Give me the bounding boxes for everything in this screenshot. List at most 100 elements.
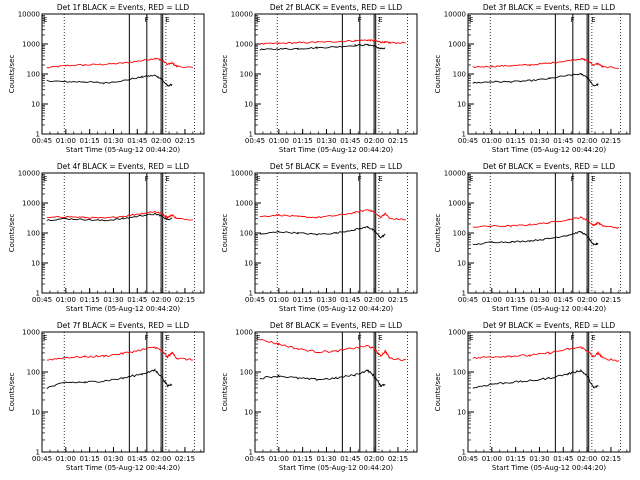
panel-4-x-tick-label: 01:00 [56, 296, 76, 304]
panel-4-title: Det 4f BLACK = Events, RED = LLD [57, 162, 190, 171]
panel-7-y-tick-label: 10 [31, 409, 40, 417]
panel-1-y-tick-label: 100 [27, 71, 40, 79]
panel-3-y-axis-label: Counts/sec [434, 55, 442, 94]
panel-2-flag-label: F [358, 16, 362, 24]
panel-7-flag-label: F [145, 334, 149, 342]
panel-8-plot-frame [254, 331, 418, 453]
panel-5-y-tick-label: 1000 [235, 200, 253, 208]
panel-5-x-tick-label: 02:00 [364, 296, 384, 304]
panel-2-y-tick-label: 10000 [231, 11, 253, 19]
panel-4-x-tick-label: 02:00 [151, 296, 171, 304]
panel-8-y-tick-label: 1 [249, 449, 253, 457]
panel-2-x-axis-label: Start Time (05-Aug-12 00:44:20) [279, 146, 393, 154]
panel-3-series-lld [472, 57, 619, 69]
panel-8-y-axis-label: Counts/sec [221, 373, 229, 412]
panel-5-x-tick-label: 02:15 [388, 296, 408, 304]
panel-8-y-tick-label: 100 [240, 369, 253, 377]
panel-4-flag-label: E [165, 175, 169, 183]
panel-4-series-events [46, 212, 173, 222]
panel-5-series-events [259, 226, 386, 239]
panel-5-x-tick-label: 00:45 [245, 296, 265, 304]
panel-1-y-axis-label: Counts/sec [8, 55, 16, 94]
panel-6-series-lld [472, 215, 620, 229]
panel-6-flag-label: E [591, 175, 595, 183]
panel-6-x-tick-label: 01:15 [506, 296, 526, 304]
panel-9-x-tick-label: 02:15 [601, 455, 621, 463]
panel-1-x-tick-label: 01:15 [80, 137, 100, 145]
panel-8-x-axis-label: Start Time (05-Aug-12 00:44:20) [279, 464, 393, 472]
panel-3-x-tick-label: 02:00 [577, 137, 597, 145]
panel-9-flag-label: F [571, 334, 575, 342]
panel-5-x-tick-label: 01:00 [269, 296, 289, 304]
panel-6-y-tick-label: 1 [462, 290, 466, 298]
panel-3-plot-frame [467, 13, 631, 135]
panel-3-y-tick-label: 1 [462, 131, 466, 139]
panel-9-series-lld [472, 346, 620, 363]
panel-1-x-tick-label: 01:30 [103, 137, 123, 145]
panel-9-y-tick-label: 10 [457, 409, 466, 417]
panel-7-y-tick-label: 1000 [22, 329, 40, 337]
panel-6-x-tick-label: 01:00 [482, 296, 502, 304]
panel-9-x-tick-label: 01:30 [529, 455, 549, 463]
panel-4-y-tick-label: 10 [31, 260, 40, 268]
panel-7-y-tick-label: 100 [27, 369, 40, 377]
panel-2-x-tick-label: 02:15 [388, 137, 408, 145]
panel-3-flag-label: E [469, 16, 473, 24]
panel-1-flag-label: F [145, 16, 149, 24]
panel-8-x-tick-label: 02:15 [388, 455, 408, 463]
panel-2-series-lld [259, 38, 406, 45]
panel-6-flag-label: F [571, 175, 575, 183]
panel-6-x-tick-label: 02:15 [601, 296, 621, 304]
panel-1-x-tick-label: 02:00 [151, 137, 171, 145]
panel-7-x-tick-label: 00:45 [32, 455, 52, 463]
panel-1-flag-label: E [43, 16, 47, 24]
panel-9-title: Det 9f BLACK = Events, RED = LLD [483, 321, 616, 330]
panel-1-y-tick-label: 10000 [18, 11, 40, 19]
panel-5-y-tick-label: 10000 [231, 170, 253, 178]
panel-1-x-tick-label: 02:15 [175, 137, 195, 145]
panel-6-y-tick-label: 10 [457, 260, 466, 268]
panel-6-series-events [472, 230, 599, 246]
panel-9-x-tick-label: 01:15 [506, 455, 526, 463]
panel-8-series-events [259, 369, 386, 388]
panel-2-y-tick-label: 1000 [235, 41, 253, 49]
panel-4-y-tick-label: 100 [27, 230, 40, 238]
panel-6-x-tick-label: 01:45 [553, 296, 573, 304]
panel-3-x-tick-label: 01:00 [482, 137, 502, 145]
panel-9-x-axis-label: Start Time (05-Aug-12 00:44:20) [492, 464, 606, 472]
panel-3-x-axis-label: Start Time (05-Aug-12 00:44:20) [492, 146, 606, 154]
panel-6-y-axis-label: Counts/sec [434, 214, 442, 253]
panel-3-x-tick-label: 00:45 [458, 137, 478, 145]
panel-5-flag-label: E [378, 175, 382, 183]
panel-7-x-tick-label: 01:00 [56, 455, 76, 463]
panel-7-flag-label: E [165, 334, 169, 342]
panel-9-y-tick-label: 100 [453, 369, 466, 377]
panel-4-x-tick-label: 00:45 [32, 296, 52, 304]
panel-2-flag-label: E [256, 16, 260, 24]
panel-5-y-tick-label: 100 [240, 230, 253, 238]
panel-7-series-lld [46, 346, 193, 361]
panel-1-y-tick-label: 1000 [22, 41, 40, 49]
panel-3-series-events [472, 72, 599, 87]
panel-1-title: Det 1f BLACK = Events, RED = LLD [57, 3, 190, 12]
panel-2-y-tick-label: 100 [240, 71, 253, 79]
panel-7-flag-label: E [43, 334, 47, 342]
panel-3-y-tick-label: 10 [457, 101, 466, 109]
panel-9-flag-label: E [591, 334, 595, 342]
panel-7-x-tick-label: 01:45 [127, 455, 147, 463]
panel-1-y-tick-label: 10 [31, 101, 40, 109]
panel-9-x-tick-label: 02:00 [577, 455, 597, 463]
panel-1-flag-label: E [165, 16, 169, 24]
panel-8-x-tick-label: 02:00 [364, 455, 384, 463]
panel-4-flag-label: E [43, 175, 47, 183]
panel-1-plot-frame [41, 13, 205, 135]
panel-9-y-tick-label: 1000 [448, 329, 466, 337]
panel-9-y-axis-label: Counts/sec [434, 373, 442, 412]
panel-2-x-tick-label: 01:15 [293, 137, 313, 145]
panel-2-x-tick-label: 01:30 [316, 137, 336, 145]
panel-8-title: Det 8f BLACK = Events, RED = LLD [270, 321, 403, 330]
panel-4-y-tick-label: 1000 [22, 200, 40, 208]
panel-7-series-events [46, 368, 173, 390]
panel-5-y-axis-label: Counts/sec [221, 214, 229, 253]
panel-6-x-axis-label: Start Time (05-Aug-12 00:44:20) [492, 305, 606, 313]
